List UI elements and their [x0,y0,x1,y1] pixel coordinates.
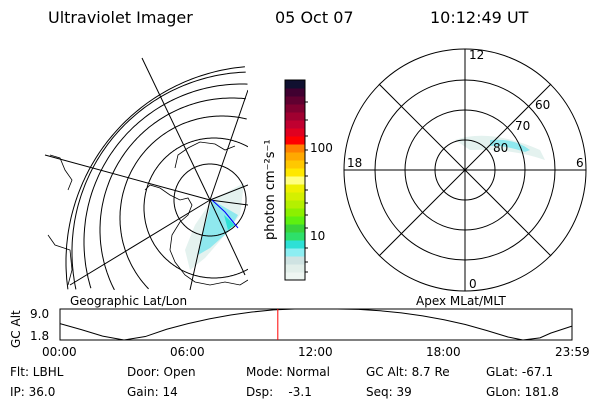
colorbar-swatch [285,240,305,249]
colorbar-swatch [285,88,305,97]
colorbar-swatch [285,208,305,217]
colorbar-swatch [285,256,305,265]
geographic-label: Geographic Lat/Lon [70,294,188,308]
info-glon: GLon: 181.8 [486,385,559,399]
colorbar-swatch [285,80,305,89]
mlt-label-6: 6 [576,156,584,170]
altitude-plot-frame [59,308,573,341]
latitude-ring [173,163,247,237]
ytick-1-8: 1.8 [30,329,50,343]
info-door: Door: Open [127,365,196,379]
date-label: 05 Oct 07 [275,8,354,27]
colorbar-swatch [285,160,305,169]
latitude-ring [83,83,248,289]
info-filter: Flt: LBHL [10,365,64,379]
info-gc-alt: GC Alt: 8.7 Re [366,365,450,379]
altitude-ylabel: GC Alt [9,310,23,348]
colorbar-swatch [285,192,305,201]
mlt-label-18: 18 [347,156,363,170]
latitude-ring [119,115,247,290]
colorbar-swatch [285,232,305,241]
colorbar-swatch [285,104,305,113]
info-ip: IP: 36.0 [10,385,56,399]
latitude-ring [71,71,246,290]
info-dsp: Dsp: -3.1 [246,385,312,399]
xtick-1200: 12:00 [298,345,333,359]
colorbar-swatch [285,216,305,225]
colorbar-frame [284,79,306,281]
xtick-0600: 06:00 [170,345,205,359]
apex-label: Apex MLat/MLT [416,294,506,308]
colorbar-swatch [285,128,305,137]
colorbar-swatch [285,136,305,145]
colorbar-swatch [285,184,305,193]
xtick-0000: 00:00 [42,345,77,359]
colorbar-swatch [285,144,305,153]
coastline [144,184,248,286]
latitude-ring [143,137,248,279]
colorbar-swatch [285,96,305,105]
colorbar-swatch [285,152,305,161]
mlt-label-12: 12 [469,48,485,62]
lat-label-70: 70 [515,119,531,133]
info-glat: GLat: -67.1 [486,365,553,379]
info-seq: Seq: 39 [366,385,412,399]
latitude-ring [99,97,246,290]
colorbar-swatch [285,176,305,185]
xtick-1800: 18:00 [426,345,461,359]
time-label: 10:12:49 UT [430,8,529,27]
colorbar-swatch [285,168,305,177]
mlt-label-0: 0 [469,277,477,291]
lat-label-80: 80 [493,141,509,155]
lat-label-60: 60 [535,98,551,112]
latitude-ring [65,66,245,290]
altitude-curve [59,308,572,341]
colorbar-swatch [285,224,305,233]
latitude-rings [65,66,248,290]
colorbar-swatch [285,120,305,129]
colorbar-swatch [285,272,305,281]
ytick-9: 9.0 [30,307,50,321]
xtick-2359: 23:59 [555,345,590,359]
colorbar-tick-100: 100 [310,141,333,155]
aurora-oval-polar [455,135,545,160]
colorbar-tick-10: 10 [310,229,326,243]
colorbar-swatch [285,200,305,209]
instrument-title: Ultraviolet Imager [48,8,193,27]
info-mode: Mode: Normal [246,365,330,379]
colorbar-swatch [285,248,305,257]
info-gain: Gain: 14 [127,385,178,399]
colorbar-swatch [285,264,305,273]
colorbar-swatch [285,112,305,121]
